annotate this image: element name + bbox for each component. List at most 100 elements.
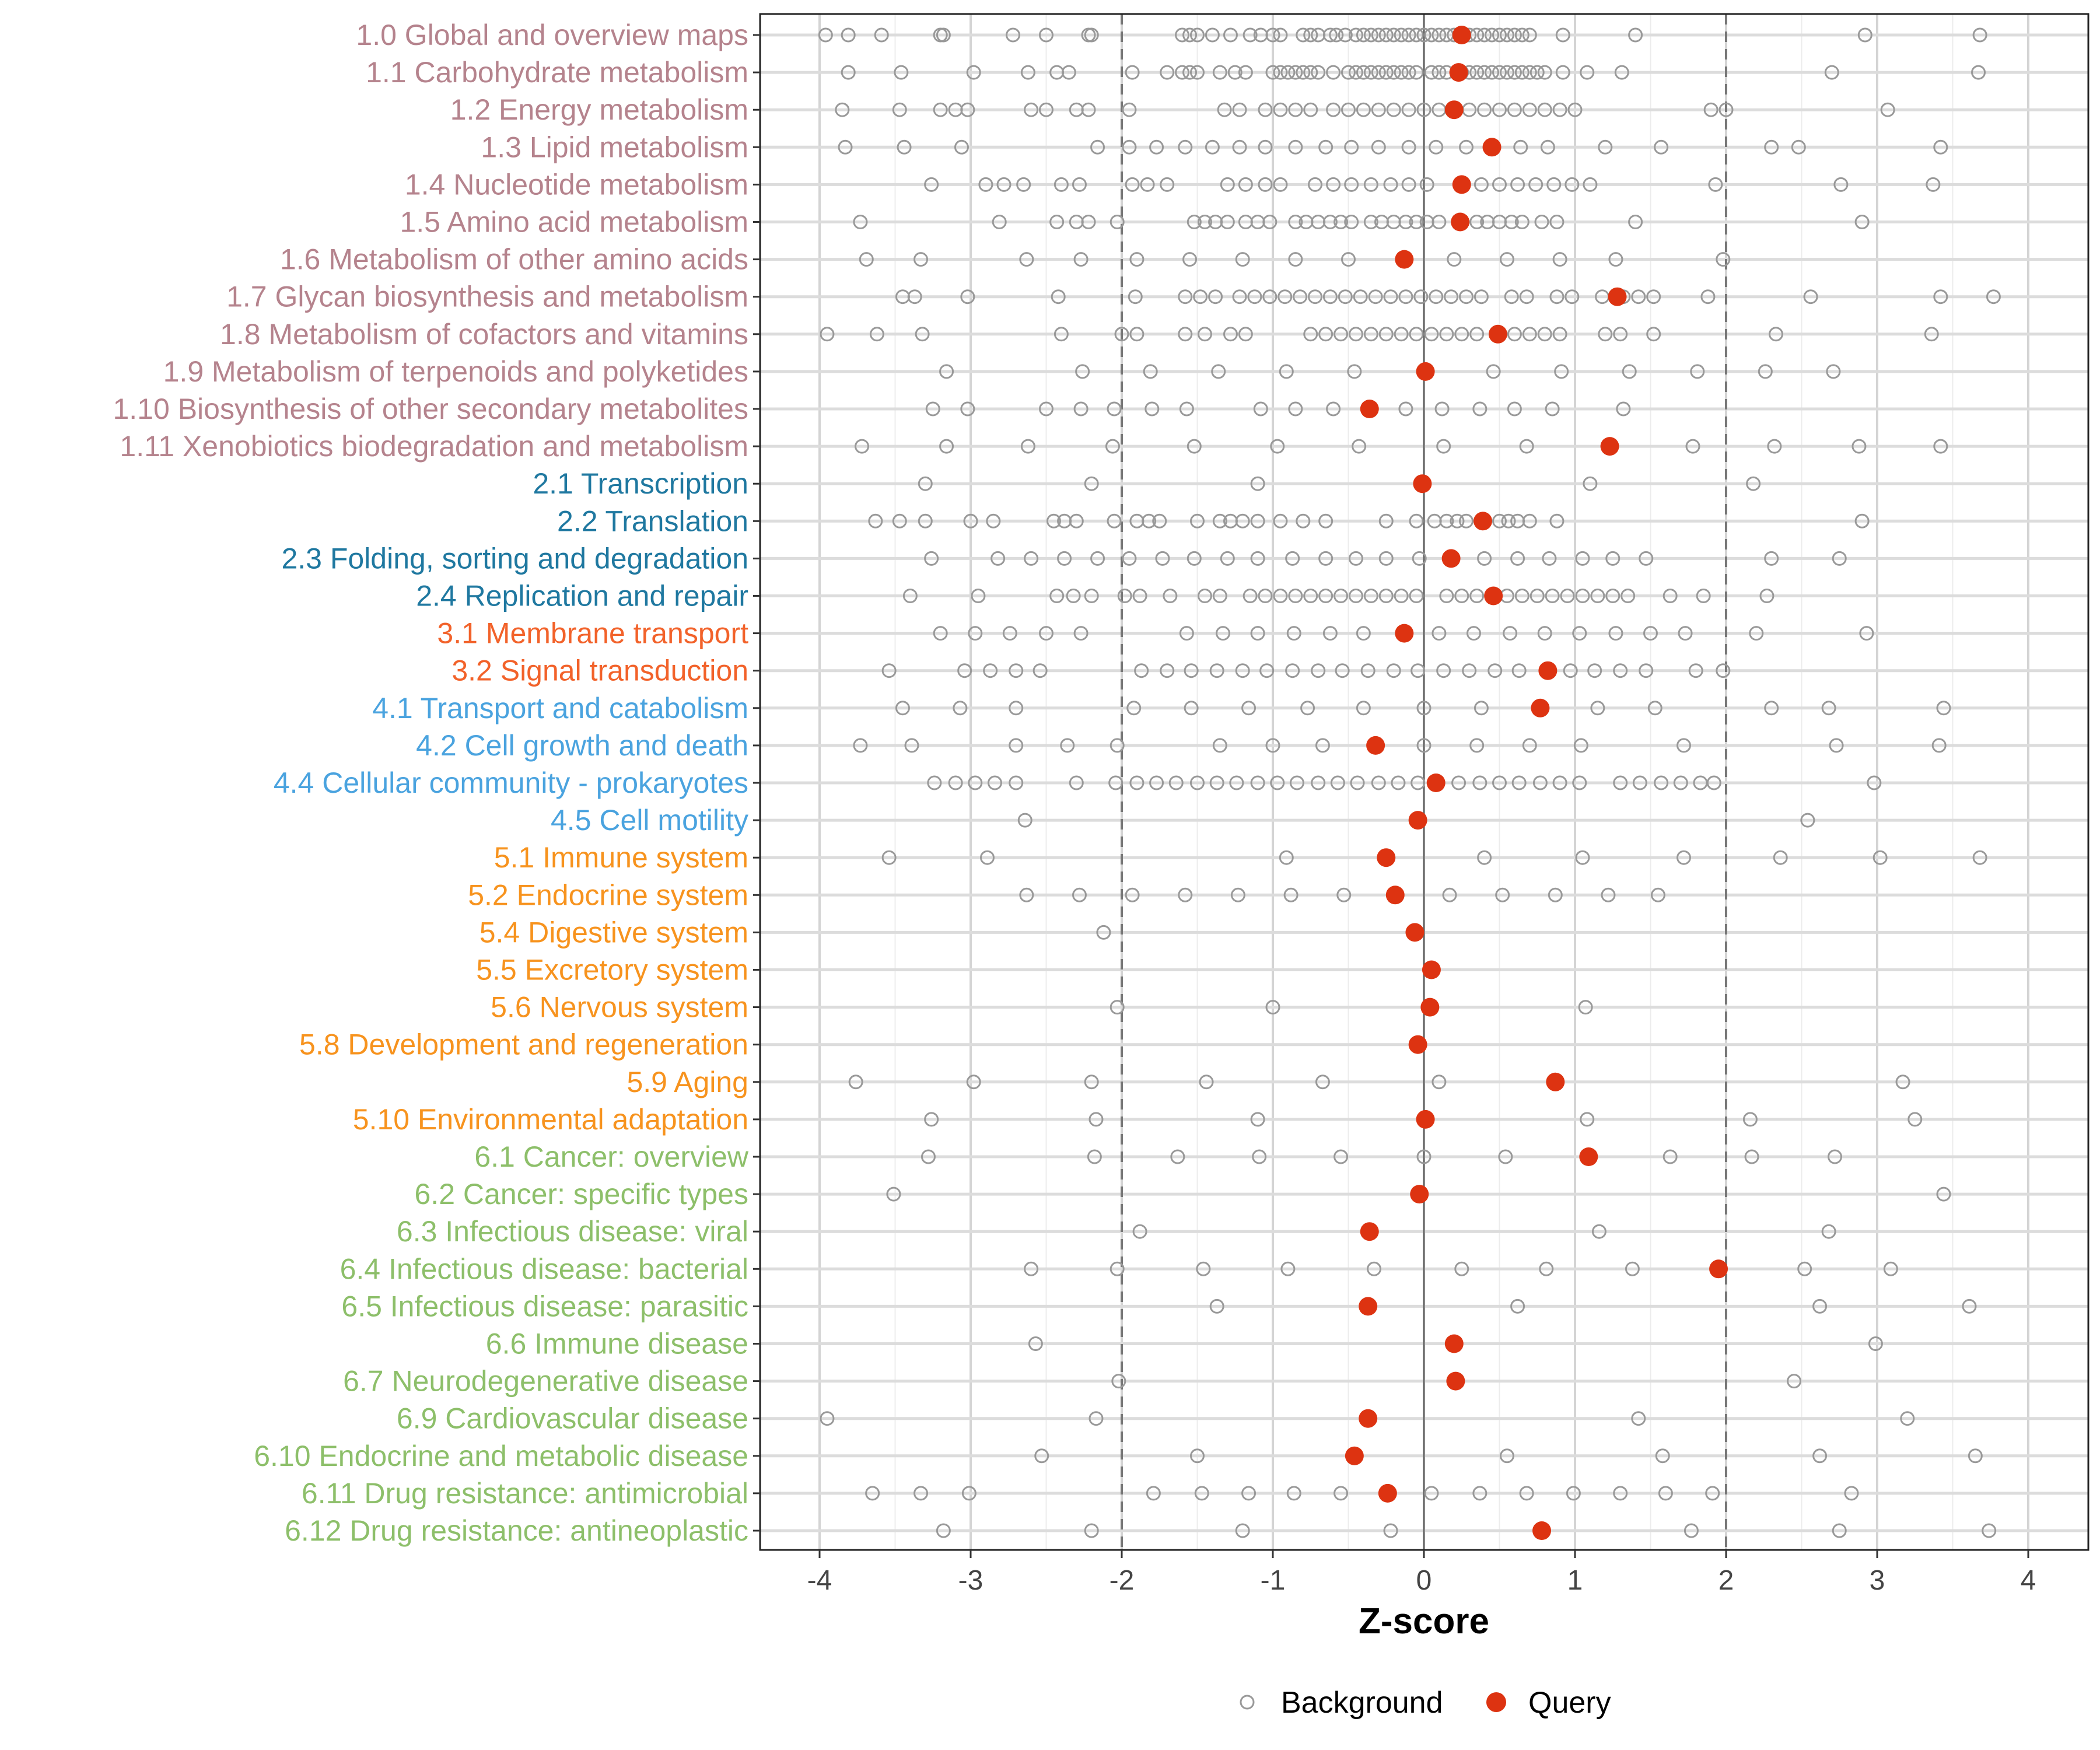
background-point	[1087, 1149, 1102, 1164]
background-point	[1625, 1261, 1640, 1276]
y-tick-label: 4.5 Cell motility	[551, 804, 748, 836]
background-point	[1832, 1523, 1847, 1538]
background-point	[983, 663, 998, 678]
background-point	[1241, 1486, 1256, 1501]
background-point	[1485, 27, 1500, 43]
background-point	[1175, 65, 1190, 80]
background-point	[1028, 1336, 1043, 1351]
background-point	[1326, 401, 1341, 416]
background-point	[1273, 177, 1288, 192]
background-point	[966, 1074, 981, 1090]
background-point	[1933, 439, 1948, 454]
background-point	[1288, 102, 1303, 117]
background-point	[1017, 813, 1032, 828]
background-point	[1371, 65, 1386, 80]
background-point	[1039, 401, 1054, 416]
y-tick-label: 1.3 Lipid metabolism	[481, 131, 748, 163]
background-point	[1700, 289, 1716, 304]
background-point	[1184, 701, 1199, 716]
background-point	[1178, 289, 1193, 304]
background-point	[1296, 513, 1311, 528]
background-point	[960, 289, 975, 304]
background-point	[1759, 589, 1774, 603]
background-point	[1537, 327, 1552, 342]
background-point	[1564, 177, 1580, 192]
background-point	[1401, 27, 1416, 43]
background-point	[1499, 27, 1514, 43]
background-point	[1685, 439, 1700, 454]
background-point	[1262, 215, 1278, 229]
y-tick-label: 6.7 Neurodegenerative disease	[343, 1365, 748, 1398]
background-point	[1495, 887, 1510, 902]
background-point	[960, 102, 975, 117]
background-point	[1009, 663, 1024, 678]
background-point	[820, 1411, 835, 1426]
background-point	[892, 102, 907, 117]
background-point	[1616, 401, 1631, 416]
background-point	[1703, 102, 1718, 117]
background-point	[1474, 289, 1489, 304]
background-point	[1178, 887, 1193, 902]
background-point	[1511, 663, 1527, 678]
background-point	[881, 850, 897, 865]
background-point	[1522, 27, 1537, 43]
x-axis-title: Z-score	[1359, 1601, 1489, 1642]
x-tick-label: -4	[807, 1565, 832, 1596]
background-point	[924, 1112, 939, 1127]
background-point	[1643, 626, 1658, 641]
background-point	[1111, 1374, 1126, 1389]
background-point	[1432, 27, 1447, 43]
y-tick-label: 6.12 Drug resistance: antineoplastic	[285, 1514, 748, 1547]
background-point	[1826, 364, 1841, 379]
background-point	[1608, 252, 1623, 267]
background-point	[894, 65, 909, 80]
background-point	[1646, 289, 1661, 304]
y-tick-label: 1.9 Metabolism of terpenoids and polyket…	[163, 355, 748, 388]
background-point	[1016, 177, 1031, 192]
background-point	[1639, 551, 1654, 566]
background-point	[1628, 27, 1643, 43]
background-point	[1409, 215, 1424, 229]
x-tick-label: 0	[1416, 1565, 1432, 1596]
background-point	[1110, 215, 1125, 229]
y-tick-label: 3.1 Membrane transport	[437, 617, 748, 650]
background-point	[1105, 439, 1120, 454]
background-point	[1348, 589, 1363, 603]
background-point	[1265, 738, 1280, 753]
background-point	[1209, 775, 1224, 790]
background-point	[1344, 177, 1359, 192]
background-point	[1821, 1224, 1836, 1239]
background-point	[1318, 513, 1334, 528]
background-point	[1410, 775, 1426, 790]
background-point	[992, 215, 1007, 229]
y-tick-label: 6.11 Drug resistance: antimicrobial	[302, 1477, 748, 1510]
background-point	[1522, 738, 1537, 753]
background-point	[927, 775, 942, 790]
background-point	[1429, 139, 1444, 155]
background-point	[1537, 626, 1552, 641]
background-point	[1360, 663, 1376, 678]
background-point	[1250, 775, 1265, 790]
background-point	[1184, 663, 1199, 678]
background-point	[1620, 589, 1636, 603]
background-point	[1631, 1411, 1646, 1426]
background-point	[1768, 327, 1783, 342]
background-point	[1803, 289, 1818, 304]
background-point	[1088, 1112, 1104, 1127]
background-point	[1336, 887, 1352, 902]
background-point	[1522, 102, 1537, 117]
background-point	[1303, 589, 1318, 603]
x-tick-label: 1	[1567, 1565, 1583, 1596]
y-tick-label: 1.6 Metabolism of other amino acids	[280, 243, 748, 276]
background-point	[1416, 27, 1432, 43]
background-point	[1125, 177, 1140, 192]
background-point	[1549, 215, 1564, 229]
background-point	[1968, 1448, 1983, 1464]
background-point	[1522, 327, 1537, 342]
background-point	[1212, 738, 1227, 753]
background-point	[1363, 215, 1378, 229]
background-point	[1223, 327, 1238, 342]
background-point	[1572, 775, 1587, 790]
background-point	[1552, 327, 1567, 342]
background-point	[1552, 775, 1567, 790]
